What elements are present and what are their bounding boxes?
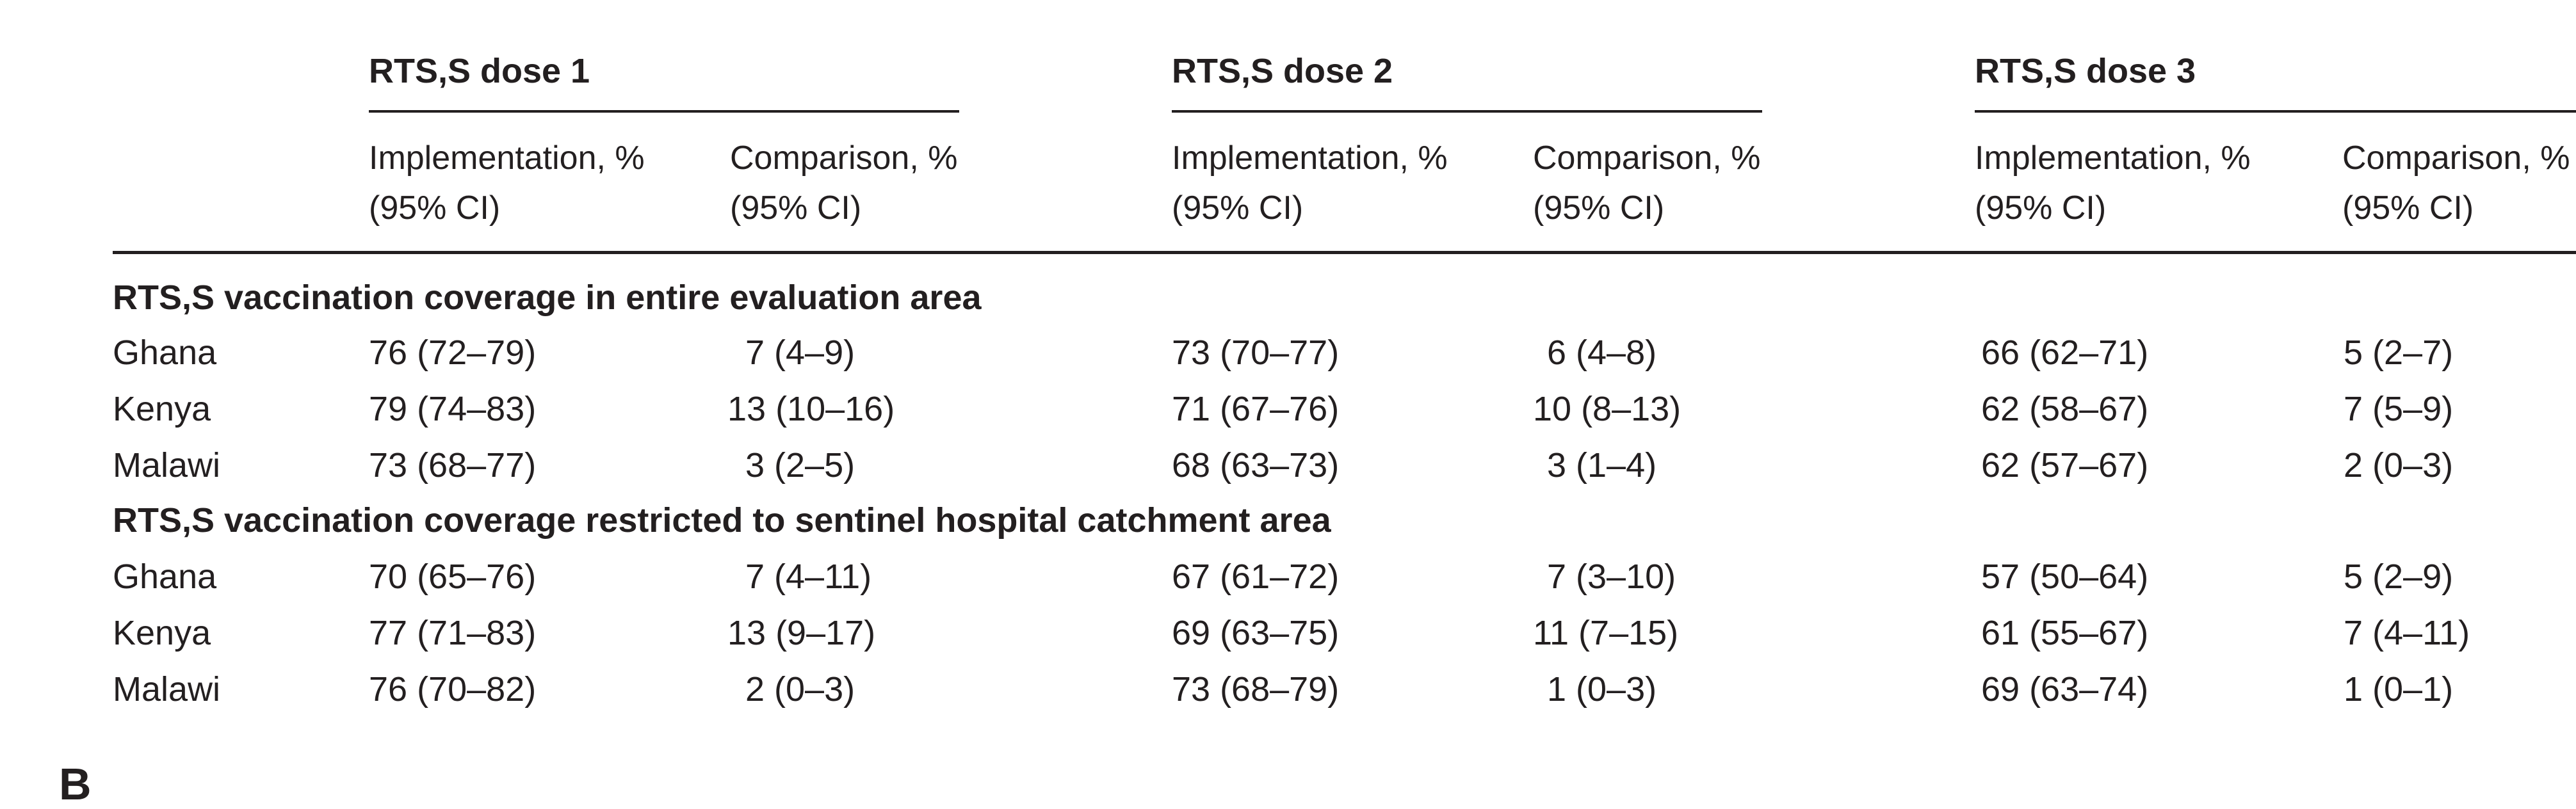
dose-1-rule <box>369 110 959 113</box>
table-cell: 69 (63–75) <box>1172 614 1340 652</box>
table-cell: 13 (9–17) <box>727 614 876 652</box>
header-rule <box>113 251 2576 254</box>
table-cell: 73 (70–77) <box>1172 333 1340 372</box>
table-cell: 62 (57–67) <box>1981 446 2149 485</box>
table-cell: 62 (58–67) <box>1981 390 2149 428</box>
header-line-1: Implementation, % <box>1975 140 2251 177</box>
header-line-2: (95% CI) <box>730 189 862 227</box>
table-cell: 71 (67–76) <box>1172 390 1340 428</box>
table-cell: 7 (4–9) <box>745 333 855 372</box>
header-line-2: (95% CI) <box>1533 189 1665 227</box>
dose-2-comparison-header: Comparison, % (95% CI) <box>1533 133 1760 233</box>
section-title-entire-area: RTS,S vaccination coverage in entire eva… <box>113 278 982 317</box>
row-label-ghana: Ghana <box>113 557 217 596</box>
dose-2-rule <box>1172 110 1762 113</box>
table-cell: 3 (2–5) <box>745 446 855 485</box>
header-line-2: (95% CI) <box>1172 189 1304 227</box>
dose-1-comparison-header: Comparison, % (95% CI) <box>730 133 957 233</box>
table-cell: 76 (72–79) <box>369 333 537 372</box>
table-cell: 11 (7–15) <box>1533 614 1679 652</box>
header-line-1: Implementation, % <box>1172 140 1448 177</box>
table-cell: 77 (71–83) <box>369 614 537 652</box>
header-line-2: (95% CI) <box>2342 189 2474 227</box>
table-cell: 10 (8–13) <box>1533 390 1681 428</box>
table-cell: 76 (70–82) <box>369 670 537 709</box>
header-line-2: (95% CI) <box>1975 189 2107 227</box>
header-line-1: Implementation, % <box>369 140 645 177</box>
dose-3-comparison-header: Comparison, % (95% CI) <box>2342 133 2570 233</box>
dose-2-header: RTS,S dose 2 <box>1172 52 1393 90</box>
table-cell: 57 (50–64) <box>1981 557 2149 596</box>
header-line-1: Comparison, % <box>2342 140 2570 177</box>
table-cell: 2 (0–3) <box>2344 446 2454 485</box>
table-cell: 69 (63–74) <box>1981 670 2149 709</box>
table-cell: 66 (62–71) <box>1981 333 2149 372</box>
table-cell: 73 (68–79) <box>1172 670 1340 709</box>
header-line-1: Comparison, % <box>730 140 958 177</box>
table-cell: 68 (63–73) <box>1172 446 1340 485</box>
table-cell: 5 (2–7) <box>2344 333 2454 372</box>
dose-1-header: RTS,S dose 1 <box>369 52 590 90</box>
row-label-kenya: Kenya <box>113 390 211 428</box>
dose-1-implementation-header: Implementation, % (95% CI) <box>369 133 645 233</box>
table-cell: 67 (61–72) <box>1172 557 1340 596</box>
table-cell: 5 (2–9) <box>2344 557 2454 596</box>
table-cell: 7 (4–11) <box>745 557 872 596</box>
panel-label-partial: B <box>59 759 92 809</box>
header-line-1: Comparison, % <box>1533 140 1761 177</box>
section-title-sentinel-area: RTS,S vaccination coverage restricted to… <box>113 501 1331 540</box>
table-cell: 7 (5–9) <box>2344 390 2454 428</box>
row-label-malawi: Malawi <box>113 670 221 709</box>
header-line-2: (95% CI) <box>369 189 501 227</box>
dose-2-implementation-header: Implementation, % (95% CI) <box>1172 133 1448 233</box>
table-cell: 3 (1–4) <box>1547 446 1657 485</box>
table-cell: 79 (74–83) <box>369 390 537 428</box>
table-cell: 13 (10–16) <box>727 390 895 428</box>
table-cell: 7 (3–10) <box>1547 557 1676 596</box>
table-cell: 7 (4–11) <box>2344 614 2470 652</box>
table-cell: 1 (0–3) <box>1547 670 1657 709</box>
table-cell: 73 (68–77) <box>369 446 537 485</box>
row-label-kenya: Kenya <box>113 614 211 652</box>
dose-3-implementation-header: Implementation, % (95% CI) <box>1975 133 2251 233</box>
table-cell: 70 (65–76) <box>369 557 537 596</box>
table-cell: 1 (0–1) <box>2344 670 2454 709</box>
dose-3-rule <box>1975 110 2576 113</box>
table-cell: 61 (55–67) <box>1981 614 2149 652</box>
dose-3-header: RTS,S dose 3 <box>1975 52 2196 90</box>
table-cell: 2 (0–3) <box>745 670 855 709</box>
table-cell: 6 (4–8) <box>1547 333 1657 372</box>
row-label-ghana: Ghana <box>113 333 217 372</box>
coverage-table: RTS,S dose 1 RTS,S dose 2 RTS,S dose 3 I… <box>59 52 2576 806</box>
row-label-malawi: Malawi <box>113 446 221 485</box>
